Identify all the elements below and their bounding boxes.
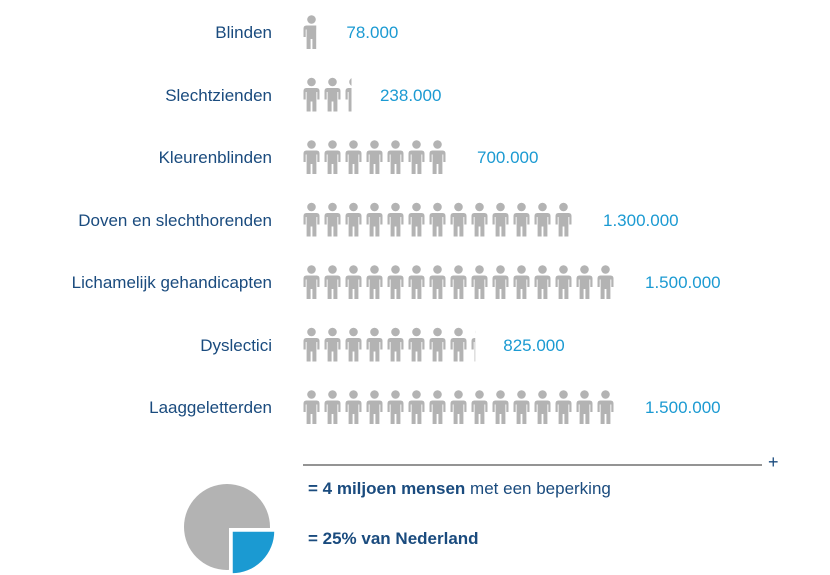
category-label: Blinden <box>215 23 272 42</box>
person-icon <box>429 390 446 424</box>
person-icon <box>534 390 551 424</box>
sum-plus-sign: + <box>768 452 779 472</box>
category-label: Slechtzienden <box>165 85 272 105</box>
person-icon <box>597 265 614 299</box>
summary-rest: met een beperking <box>465 479 611 498</box>
person-icon <box>387 202 404 237</box>
pie-chart <box>184 484 278 575</box>
category-label: Dyslectici <box>200 335 272 355</box>
person-icon <box>429 265 446 299</box>
pie-highlight-slice <box>231 530 276 575</box>
person-icon <box>345 265 362 299</box>
person-icon <box>534 202 551 237</box>
person-icon <box>324 202 341 237</box>
person-icon <box>408 140 425 174</box>
person-icon <box>492 202 509 237</box>
person-icon <box>303 327 320 362</box>
person-icon <box>471 390 488 424</box>
person-icon <box>408 390 425 424</box>
person-icon <box>303 202 320 237</box>
person-icon <box>324 77 341 112</box>
person-icon <box>387 390 404 424</box>
icon-layer <box>303 15 614 424</box>
person-icon <box>408 265 425 299</box>
person-icon <box>429 327 446 362</box>
person-icon <box>303 140 320 174</box>
person-icon <box>324 327 341 362</box>
value-label: 1.500.000 <box>645 398 721 417</box>
person-icon <box>576 265 593 299</box>
person-icon <box>366 327 383 362</box>
person-icon <box>450 327 467 362</box>
person-icon <box>345 202 362 237</box>
person-icon <box>576 390 593 424</box>
person-icon <box>366 265 383 299</box>
person-icon <box>534 265 551 299</box>
value-label: 78.000 <box>346 23 399 42</box>
summary-pie-text: = 25% van Nederland <box>308 529 479 548</box>
person-icon <box>513 202 530 237</box>
person-icon <box>555 390 572 424</box>
person-icon <box>303 390 320 424</box>
person-icon <box>366 390 383 424</box>
person-icon <box>387 140 404 174</box>
person-icon <box>345 78 352 112</box>
category-label: Doven en slechthorenden <box>78 210 272 230</box>
person-icon <box>387 327 404 362</box>
value-label: 825.000 <box>503 335 565 355</box>
person-icon <box>597 390 614 424</box>
summary-total-text: = 4 miljoen mensen met een beperking <box>308 479 611 499</box>
person-icon <box>408 327 425 362</box>
category-label: Laaggeletterden <box>149 398 272 417</box>
person-icon <box>366 202 383 237</box>
person-icon <box>513 265 530 299</box>
person-icon <box>513 390 530 424</box>
category-label: Lichamelijk gehandicapten <box>71 273 272 292</box>
category-label: Kleurenblinden <box>158 148 272 167</box>
person-icon <box>555 202 572 237</box>
person-icon <box>303 77 320 112</box>
summary-prefix: = <box>308 479 323 498</box>
person-icon <box>324 265 341 299</box>
person-icon <box>345 390 362 424</box>
person-icon <box>345 327 362 362</box>
value-label: 700.000 <box>477 148 539 167</box>
person-icon <box>450 202 467 237</box>
person-icon <box>450 265 467 299</box>
person-icon <box>471 331 476 362</box>
person-icon <box>471 265 488 299</box>
person-icon <box>303 265 320 299</box>
person-icon <box>555 265 572 299</box>
person-icon <box>366 140 383 174</box>
person-icon <box>492 390 509 424</box>
summary-bold: 4 miljoen mensen <box>322 479 466 498</box>
person-icon <box>324 390 341 424</box>
value-label: 1.500.000 <box>645 273 721 292</box>
person-icon <box>471 202 488 237</box>
person-icon <box>408 202 425 237</box>
person-icon <box>345 140 362 174</box>
person-icon <box>387 265 404 299</box>
person-icon <box>429 202 446 237</box>
person-icon <box>303 15 317 49</box>
value-label: 238.000 <box>379 85 442 105</box>
person-icon <box>324 140 341 174</box>
value-label: 1.300.000 <box>603 210 679 230</box>
person-icon <box>492 265 509 299</box>
person-icon <box>429 140 446 174</box>
person-icon <box>450 390 467 424</box>
